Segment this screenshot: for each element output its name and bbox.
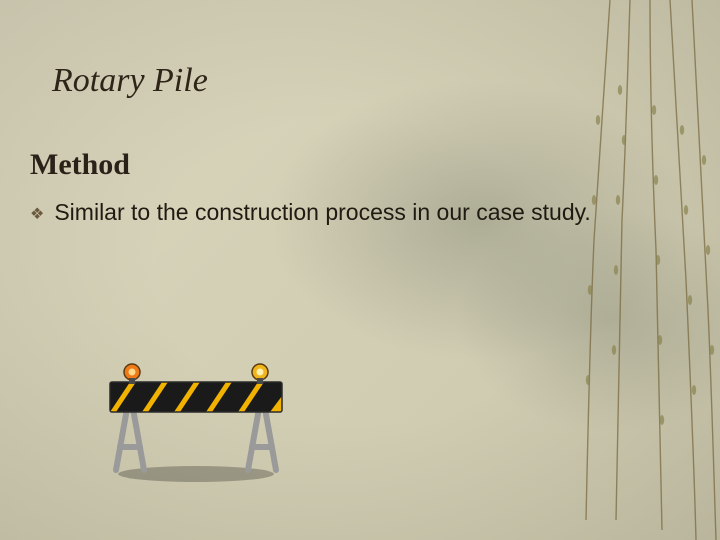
- bullet-glyph-icon: ❖: [30, 198, 44, 230]
- slide-subtitle: Method: [30, 148, 130, 182]
- bullet-item: ❖ Similar to the construction process in…: [30, 198, 670, 230]
- bullet-text: Similar to the construction process in o…: [54, 198, 590, 227]
- slide-title: Rotary Pile: [52, 62, 208, 100]
- construction-barrier-image: [96, 352, 296, 482]
